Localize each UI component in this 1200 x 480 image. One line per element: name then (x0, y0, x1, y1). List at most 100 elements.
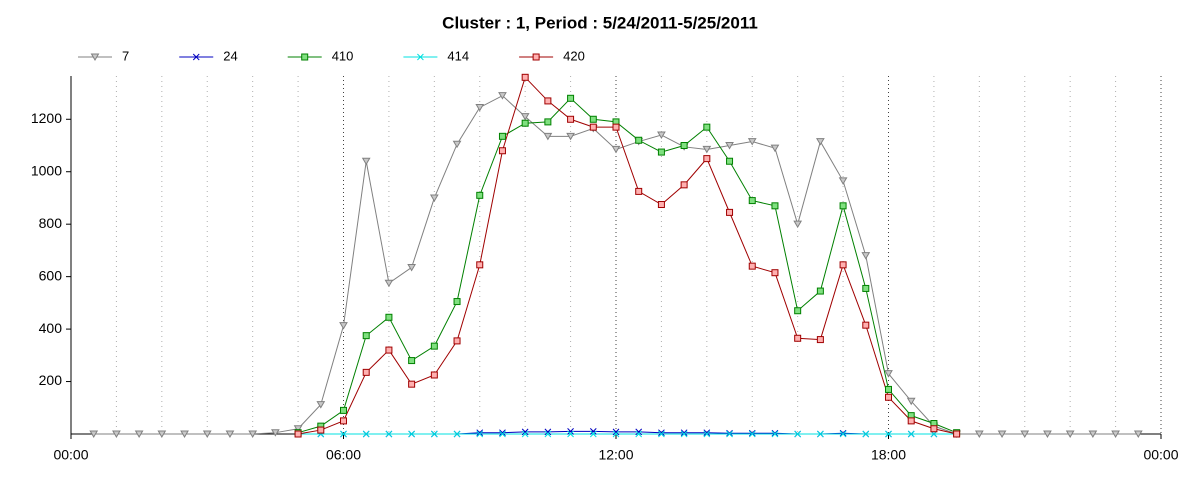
marker (702, 145, 712, 154)
series-line (297, 76, 957, 435)
marker (361, 157, 371, 166)
marker (906, 397, 916, 406)
marker (680, 142, 688, 150)
marker (635, 136, 643, 144)
marker (430, 371, 438, 379)
marker (340, 430, 347, 438)
marker (430, 430, 438, 438)
marker (748, 429, 756, 437)
marker (862, 321, 870, 329)
marker (521, 119, 529, 127)
marker (567, 94, 575, 102)
marker (112, 430, 121, 438)
y-tick-label: 1000 (31, 162, 62, 178)
marker (157, 430, 167, 438)
marker (794, 430, 802, 438)
marker (1111, 430, 1120, 438)
marker (839, 430, 847, 438)
legend-label: 24 (223, 48, 237, 63)
marker (1133, 430, 1143, 438)
marker (384, 279, 394, 288)
marker (884, 370, 893, 378)
marker (248, 430, 258, 438)
marker (567, 430, 574, 438)
marker (680, 181, 688, 189)
marker (816, 336, 824, 344)
marker (839, 261, 847, 269)
marker (748, 197, 756, 205)
marker (747, 138, 757, 146)
marker (521, 73, 529, 81)
marker (635, 428, 643, 436)
marker (885, 393, 892, 401)
marker (544, 430, 552, 438)
marker (89, 430, 99, 438)
marker (408, 380, 416, 388)
marker (703, 123, 711, 131)
marker (385, 346, 393, 354)
marker (544, 97, 552, 105)
marker (838, 177, 848, 185)
marker (294, 430, 302, 438)
marker (90, 53, 100, 61)
marker (566, 132, 575, 141)
marker (430, 342, 438, 350)
marker (658, 430, 665, 438)
marker (771, 269, 779, 277)
marker (589, 123, 597, 131)
marker (726, 208, 734, 216)
marker (407, 263, 416, 272)
marker (635, 187, 643, 195)
marker (385, 430, 393, 438)
marker (180, 430, 189, 438)
marker (567, 115, 575, 123)
legend-label: 410 (332, 48, 354, 63)
marker (476, 261, 484, 269)
x-tick-label: 00:00 (53, 447, 88, 463)
marker (317, 426, 325, 434)
marker (453, 430, 461, 438)
y-tick-label: 1200 (31, 110, 62, 126)
marker (793, 220, 803, 229)
marker (476, 191, 484, 199)
marker (657, 201, 665, 209)
marker (930, 425, 938, 433)
x-tick-label: 18:00 (871, 447, 906, 463)
y-tick-label: 800 (39, 215, 63, 231)
legend-label: 420 (563, 48, 585, 63)
marker (657, 131, 666, 140)
marker (589, 115, 597, 123)
marker (612, 430, 620, 438)
marker (770, 144, 780, 153)
marker (408, 357, 416, 365)
marker (726, 430, 733, 438)
marker (1020, 430, 1030, 438)
marker (725, 142, 734, 150)
marker (680, 430, 688, 438)
marker (726, 157, 734, 165)
marker (408, 430, 415, 438)
marker (429, 194, 439, 202)
marker (476, 429, 484, 437)
marker (521, 428, 529, 436)
marker (225, 430, 235, 438)
marker (771, 430, 779, 438)
marker (192, 53, 200, 61)
marker (589, 428, 597, 435)
x-tick-label: 12:00 (598, 447, 633, 463)
marker (611, 145, 621, 154)
marker (726, 429, 733, 437)
marker (340, 417, 347, 425)
marker (202, 430, 212, 438)
marker (612, 123, 620, 131)
marker (612, 428, 620, 436)
marker (635, 430, 643, 438)
marker (680, 429, 688, 437)
marker (476, 430, 484, 438)
marker (771, 202, 779, 210)
marker (794, 307, 802, 315)
marker (498, 92, 507, 100)
y-tick-label: 400 (39, 320, 63, 336)
marker (703, 429, 711, 437)
